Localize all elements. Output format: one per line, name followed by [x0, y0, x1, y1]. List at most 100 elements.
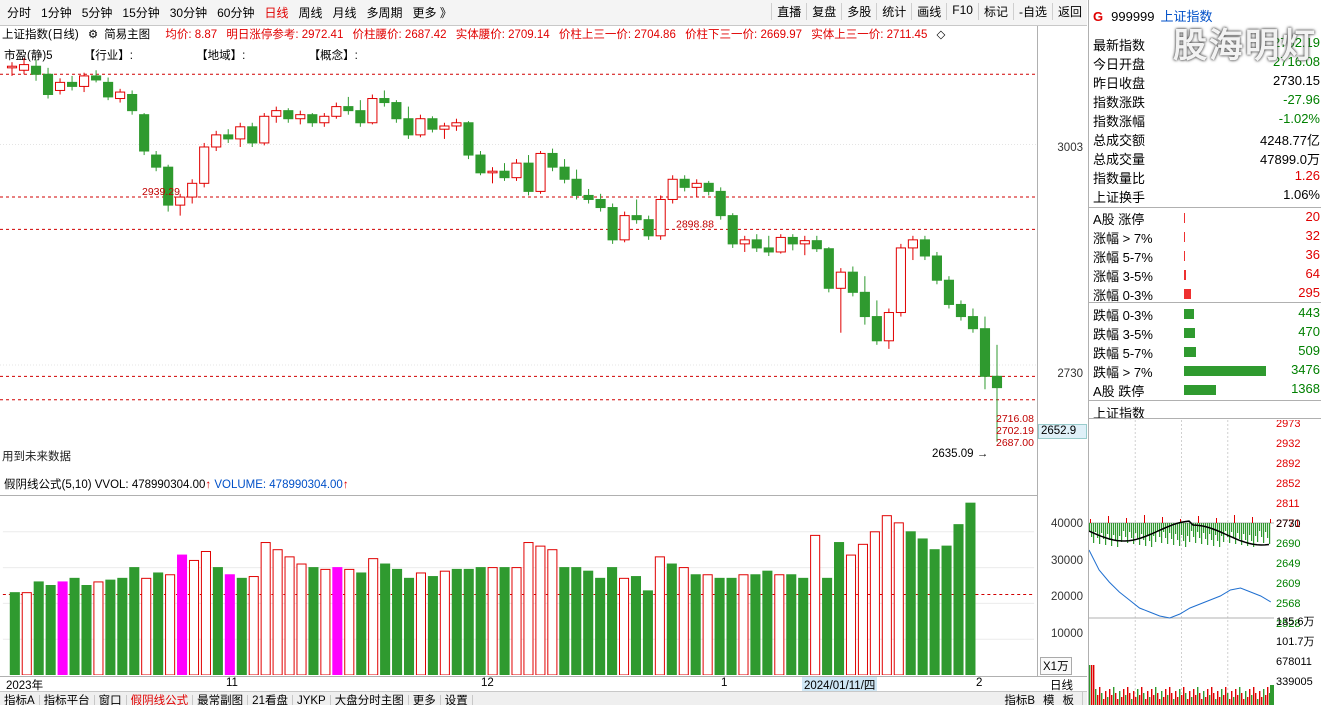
volume-bar [571, 567, 582, 675]
tool-button[interactable]: -自选 [1012, 3, 1052, 20]
tool-button[interactable]: 画线 [911, 3, 946, 20]
period-tab[interactable]: 1分钟 [41, 6, 72, 20]
indicator-name[interactable]: 假阴线公式(5,10) [4, 479, 92, 491]
mini-vol-tick: 339005 [1276, 676, 1313, 688]
indicator-tab[interactable]: 更多 [408, 695, 441, 705]
candle [127, 90, 138, 115]
tool-button[interactable]: 直播 [771, 3, 806, 20]
indicator-tab[interactable]: 指标B [1004, 695, 1035, 705]
indicator-tab[interactable]: 假阴线公式 [126, 695, 194, 705]
indicator-tab[interactable]: 21看盘 [248, 695, 293, 705]
volume-bar [356, 572, 367, 675]
candle [115, 88, 126, 103]
volume-bar [893, 522, 904, 675]
volume-bar [117, 577, 128, 675]
breadth-row: A股 跌停 1368 [1089, 380, 1321, 399]
candle [379, 90, 390, 107]
period-tab[interactable]: 30分钟 [169, 6, 208, 20]
volume-bar [511, 567, 522, 675]
arrow-right-icon: → [976, 448, 989, 460]
indicator-tab[interactable]: 板 [1062, 695, 1075, 705]
chart-title-line: 上证指数(日线) ⚙ 简易主图 均价: 8.87 明日涨停参考: 2972.41 … [2, 26, 951, 42]
volume-unit[interactable]: X1万 [1040, 657, 1072, 675]
arrow-up-icon: ↑ [342, 479, 349, 491]
tool-button[interactable]: 统计 [876, 3, 911, 20]
mini-tick: 2811 [1276, 498, 1300, 510]
indicator-tab[interactable]: 最常副图 [193, 695, 249, 705]
candle [163, 164, 174, 212]
mini-avg-line [1089, 549, 1272, 619]
mini-vol-tick: 678011 [1276, 656, 1312, 668]
index-code: 999999 [1111, 9, 1155, 24]
volume-bar [57, 581, 68, 675]
volume-bar [439, 570, 450, 675]
tool-button[interactable]: 返回 [1051, 3, 1087, 20]
volume-bar [487, 567, 498, 675]
volume-bar [188, 559, 200, 675]
candle [30, 59, 42, 81]
period-tab[interactable]: 日线 [264, 6, 289, 20]
period-tab[interactable]: 多周期 [366, 6, 403, 20]
date-feb: 2 [976, 677, 983, 689]
breadth-row: 跌幅 > 7% 3476 [1089, 361, 1321, 380]
breadth-value: 470 [1298, 324, 1320, 339]
indicator-tab[interactable]: 指标A [0, 695, 40, 705]
tool-button[interactable]: 复盘 [806, 3, 841, 20]
volume-chart[interactable] [0, 495, 1037, 675]
period-tab[interactable]: 15分钟 [122, 6, 160, 20]
volume-bar [941, 545, 952, 675]
candle [199, 142, 210, 188]
mini-tick: 2609 [1276, 578, 1300, 590]
date-axis: 2023年 11 12 1 2024/01/11/四 2 日线 [0, 676, 1087, 693]
candle [847, 266, 858, 297]
breadth-row: 涨幅 > 7% 32 [1089, 227, 1321, 246]
volume-bar [248, 576, 259, 675]
indicator-tab[interactable]: 设置 [440, 695, 473, 705]
tool-button[interactable]: 多股 [841, 3, 876, 20]
breadth-value: 295 [1298, 285, 1320, 300]
chart-mode-button[interactable]: ⚙ 简易主图 [87, 29, 151, 41]
indicator-tab[interactable]: 大盘分时主图 [330, 695, 409, 705]
diamond-icon[interactable]: ◇ [936, 29, 946, 41]
volume-bar [403, 577, 415, 675]
candle [955, 300, 967, 321]
indicator-tab[interactable]: 模 [1043, 695, 1055, 705]
quote-key: 指数涨跌 [1093, 95, 1146, 110]
breadth-key: 涨幅 5-7% [1093, 250, 1153, 265]
breadth-row: 涨幅 3-5% 64 [1089, 265, 1321, 284]
quote-panel: G 999999 上证指数 最新指数 2702.19 今日开盘 2716.08 昨日收盘 27… [1088, 0, 1321, 705]
volume-bar [881, 515, 892, 675]
period-tab[interactable]: 60分钟 [217, 6, 255, 20]
volume-bar [583, 570, 594, 675]
indicator-tab[interactable]: 窗口 [94, 695, 127, 705]
candle [727, 213, 738, 248]
period-tab[interactable]: 周线 [298, 6, 323, 20]
waist-body: 实体腰价: 2709.14 [455, 29, 550, 41]
period-tab[interactable]: 5分钟 [81, 6, 113, 20]
quote-value: 2716.08 [1273, 54, 1320, 69]
candle [715, 187, 726, 220]
candle [367, 94, 378, 125]
period-tab[interactable]: 分时 [7, 6, 32, 20]
future-data-label: 用到未来数据 [2, 451, 71, 463]
indicator-tab[interactable]: 指标平台 [39, 695, 95, 705]
indicator-tab[interactable]: JYKP [292, 695, 331, 705]
period-tab[interactable]: 月线 [332, 6, 357, 20]
breadth-bar [1184, 289, 1191, 299]
quote-row: 总成交额 4248.77亿 [1089, 129, 1321, 148]
vvol-value: VVOL: 478990304.00 [94, 479, 206, 491]
tool-button[interactable]: 标记 [977, 3, 1013, 20]
tool-button[interactable]: F10 [946, 3, 978, 20]
mini-tick: 2568 [1276, 598, 1300, 610]
candle [427, 116, 438, 133]
volume-bar [463, 568, 474, 675]
breadth-bar [1184, 270, 1186, 280]
quote-row: 指数涨幅 -1.02% [1089, 110, 1321, 129]
volume-bar [320, 568, 331, 675]
candle [607, 203, 618, 244]
period-tab[interactable]: 更多 》 [412, 6, 452, 20]
candle [307, 113, 318, 127]
quote-value: -1.02% [1278, 111, 1320, 126]
